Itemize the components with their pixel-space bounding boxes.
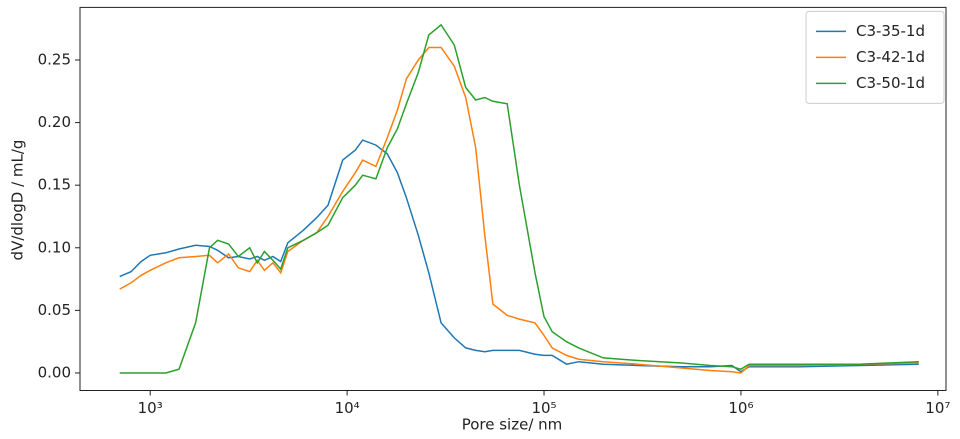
legend-box: [805, 10, 945, 104]
x-tick-label: 10⁶: [728, 399, 753, 417]
legend-label: C3-35-1d: [856, 22, 925, 40]
y-tick-label: 0.15: [38, 176, 71, 194]
x-tick-label: 10³: [138, 399, 163, 417]
y-tick-label: 0.05: [38, 301, 71, 319]
y-tick-label: 0.10: [38, 238, 71, 256]
y-axis-label: dV/dlogD / mL/g: [9, 140, 27, 261]
x-tick-label: 10⁵: [531, 399, 556, 417]
y-tick-label: 0.25: [38, 50, 71, 68]
plot-frame: [79, 6, 947, 392]
series-line: [119, 139, 919, 373]
y-tick-label: 0.20: [38, 113, 71, 131]
x-tick-label: 10⁷: [925, 399, 950, 417]
x-tick-label: 10⁴: [335, 399, 360, 417]
series-line: [119, 46, 919, 374]
legend: C3-35-1d C3-42-1d C3-50-1d: [805, 10, 945, 104]
y-tick-label: 0.00: [38, 363, 71, 381]
series-line: [119, 23, 919, 374]
legend-label: C3-50-1d: [856, 74, 925, 92]
x-axis-label: Pore size/ nm: [462, 416, 563, 434]
legend-label: C3-42-1d: [856, 48, 925, 66]
